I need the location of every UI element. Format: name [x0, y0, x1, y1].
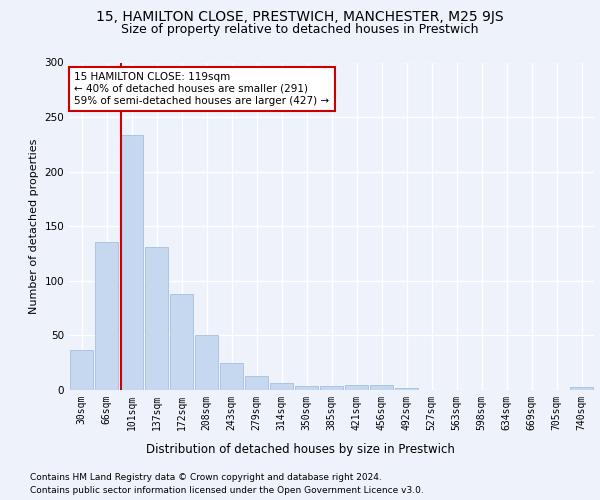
Text: Contains public sector information licensed under the Open Government Licence v3: Contains public sector information licen… [30, 486, 424, 495]
Text: Distribution of detached houses by size in Prestwich: Distribution of detached houses by size … [146, 442, 454, 456]
Text: Size of property relative to detached houses in Prestwich: Size of property relative to detached ho… [121, 22, 479, 36]
Y-axis label: Number of detached properties: Number of detached properties [29, 138, 39, 314]
Bar [245, 376, 268, 390]
Bar [320, 386, 343, 390]
Bar [120, 134, 143, 390]
Bar [220, 362, 243, 390]
Bar [370, 384, 393, 390]
Bar [270, 384, 293, 390]
Bar [295, 386, 318, 390]
Bar [95, 242, 118, 390]
Bar [195, 336, 218, 390]
Bar [170, 294, 193, 390]
Bar [395, 388, 418, 390]
Text: 15 HAMILTON CLOSE: 119sqm
← 40% of detached houses are smaller (291)
59% of semi: 15 HAMILTON CLOSE: 119sqm ← 40% of detac… [74, 72, 329, 106]
Bar [145, 247, 168, 390]
Bar [345, 384, 368, 390]
Bar [70, 350, 93, 390]
Bar [570, 386, 593, 390]
Text: Contains HM Land Registry data © Crown copyright and database right 2024.: Contains HM Land Registry data © Crown c… [30, 472, 382, 482]
Text: 15, HAMILTON CLOSE, PRESTWICH, MANCHESTER, M25 9JS: 15, HAMILTON CLOSE, PRESTWICH, MANCHESTE… [96, 10, 504, 24]
